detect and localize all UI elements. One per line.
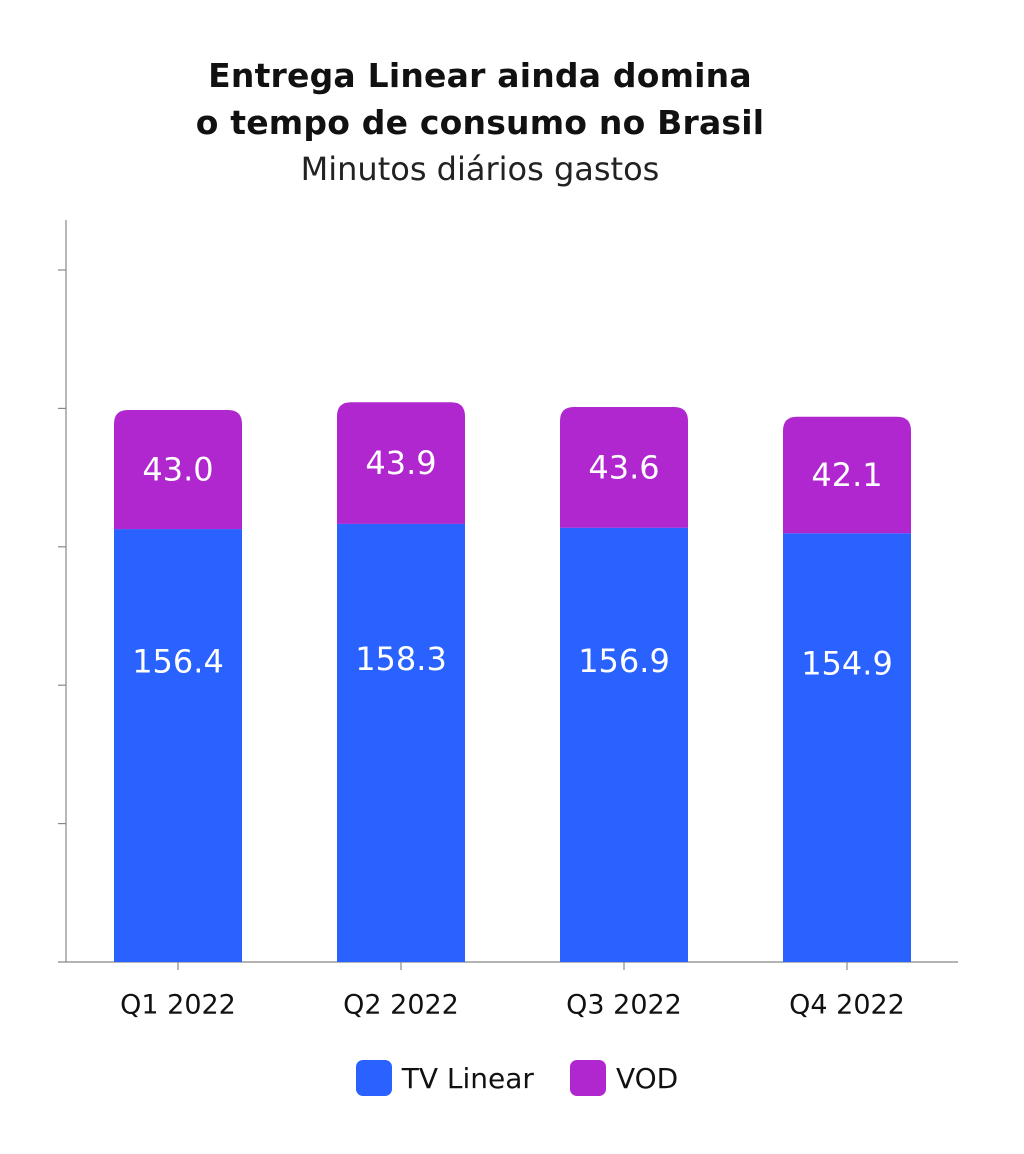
bar-vod-1 bbox=[114, 410, 242, 530]
value-label-vod-2: 43.9 bbox=[365, 444, 436, 482]
legend-item-vod: VOD bbox=[569, 1060, 679, 1096]
chart-bars: 156.4 43.0 158.3 43.9 156.9 43.6 154.9 42.1 bbox=[114, 402, 911, 962]
chart-subtitle: Minutos diários gastos bbox=[300, 150, 660, 188]
bar-tv-linear-1 bbox=[114, 529, 242, 962]
legend-label-vod: VOD bbox=[615, 1061, 679, 1095]
bar-vod-2 bbox=[337, 402, 465, 524]
value-label-tv-linear-4: 154.9 bbox=[801, 645, 893, 683]
bar-vod-4 bbox=[783, 416, 911, 534]
value-label-tv-linear-2: 158.3 bbox=[355, 640, 447, 678]
bar-tv-linear-4 bbox=[783, 533, 911, 962]
x-label-4: Q4 2022 bbox=[789, 990, 905, 1021]
x-label-1: Q1 2022 bbox=[120, 990, 236, 1021]
x-label-3: Q3 2022 bbox=[566, 990, 682, 1021]
chart-title-line-1: Entrega Linear ainda domina bbox=[208, 56, 752, 95]
x-label-2: Q2 2022 bbox=[343, 990, 459, 1021]
legend-swatch-vod bbox=[569, 1060, 606, 1096]
chart-title-line-2: o tempo de consumo no Brasil bbox=[195, 103, 765, 142]
value-label-tv-linear-1: 156.4 bbox=[132, 643, 224, 681]
chart-legend: TV Linear VOD bbox=[0, 1060, 1024, 1096]
value-label-vod-3: 43.6 bbox=[588, 448, 659, 486]
legend-item-tv-linear: TV Linear bbox=[355, 1060, 534, 1096]
chart-title-block: Entrega Linear ainda domina o tempo de c… bbox=[0, 52, 960, 190]
value-label-vod-4: 42.1 bbox=[811, 456, 882, 494]
legend-swatch-tv-linear bbox=[355, 1060, 392, 1096]
value-label-tv-linear-3: 156.9 bbox=[578, 642, 670, 680]
bar-tv-linear-3 bbox=[560, 527, 688, 962]
value-label-vod-1: 43.0 bbox=[142, 451, 213, 489]
bar-tv-linear-2 bbox=[337, 523, 465, 962]
legend-label-tv-linear: TV Linear bbox=[401, 1061, 534, 1095]
x-axis-labels: Q1 2022 Q2 2022 Q3 2022 Q4 2022 bbox=[120, 990, 905, 1021]
bar-vod-3 bbox=[560, 407, 688, 528]
